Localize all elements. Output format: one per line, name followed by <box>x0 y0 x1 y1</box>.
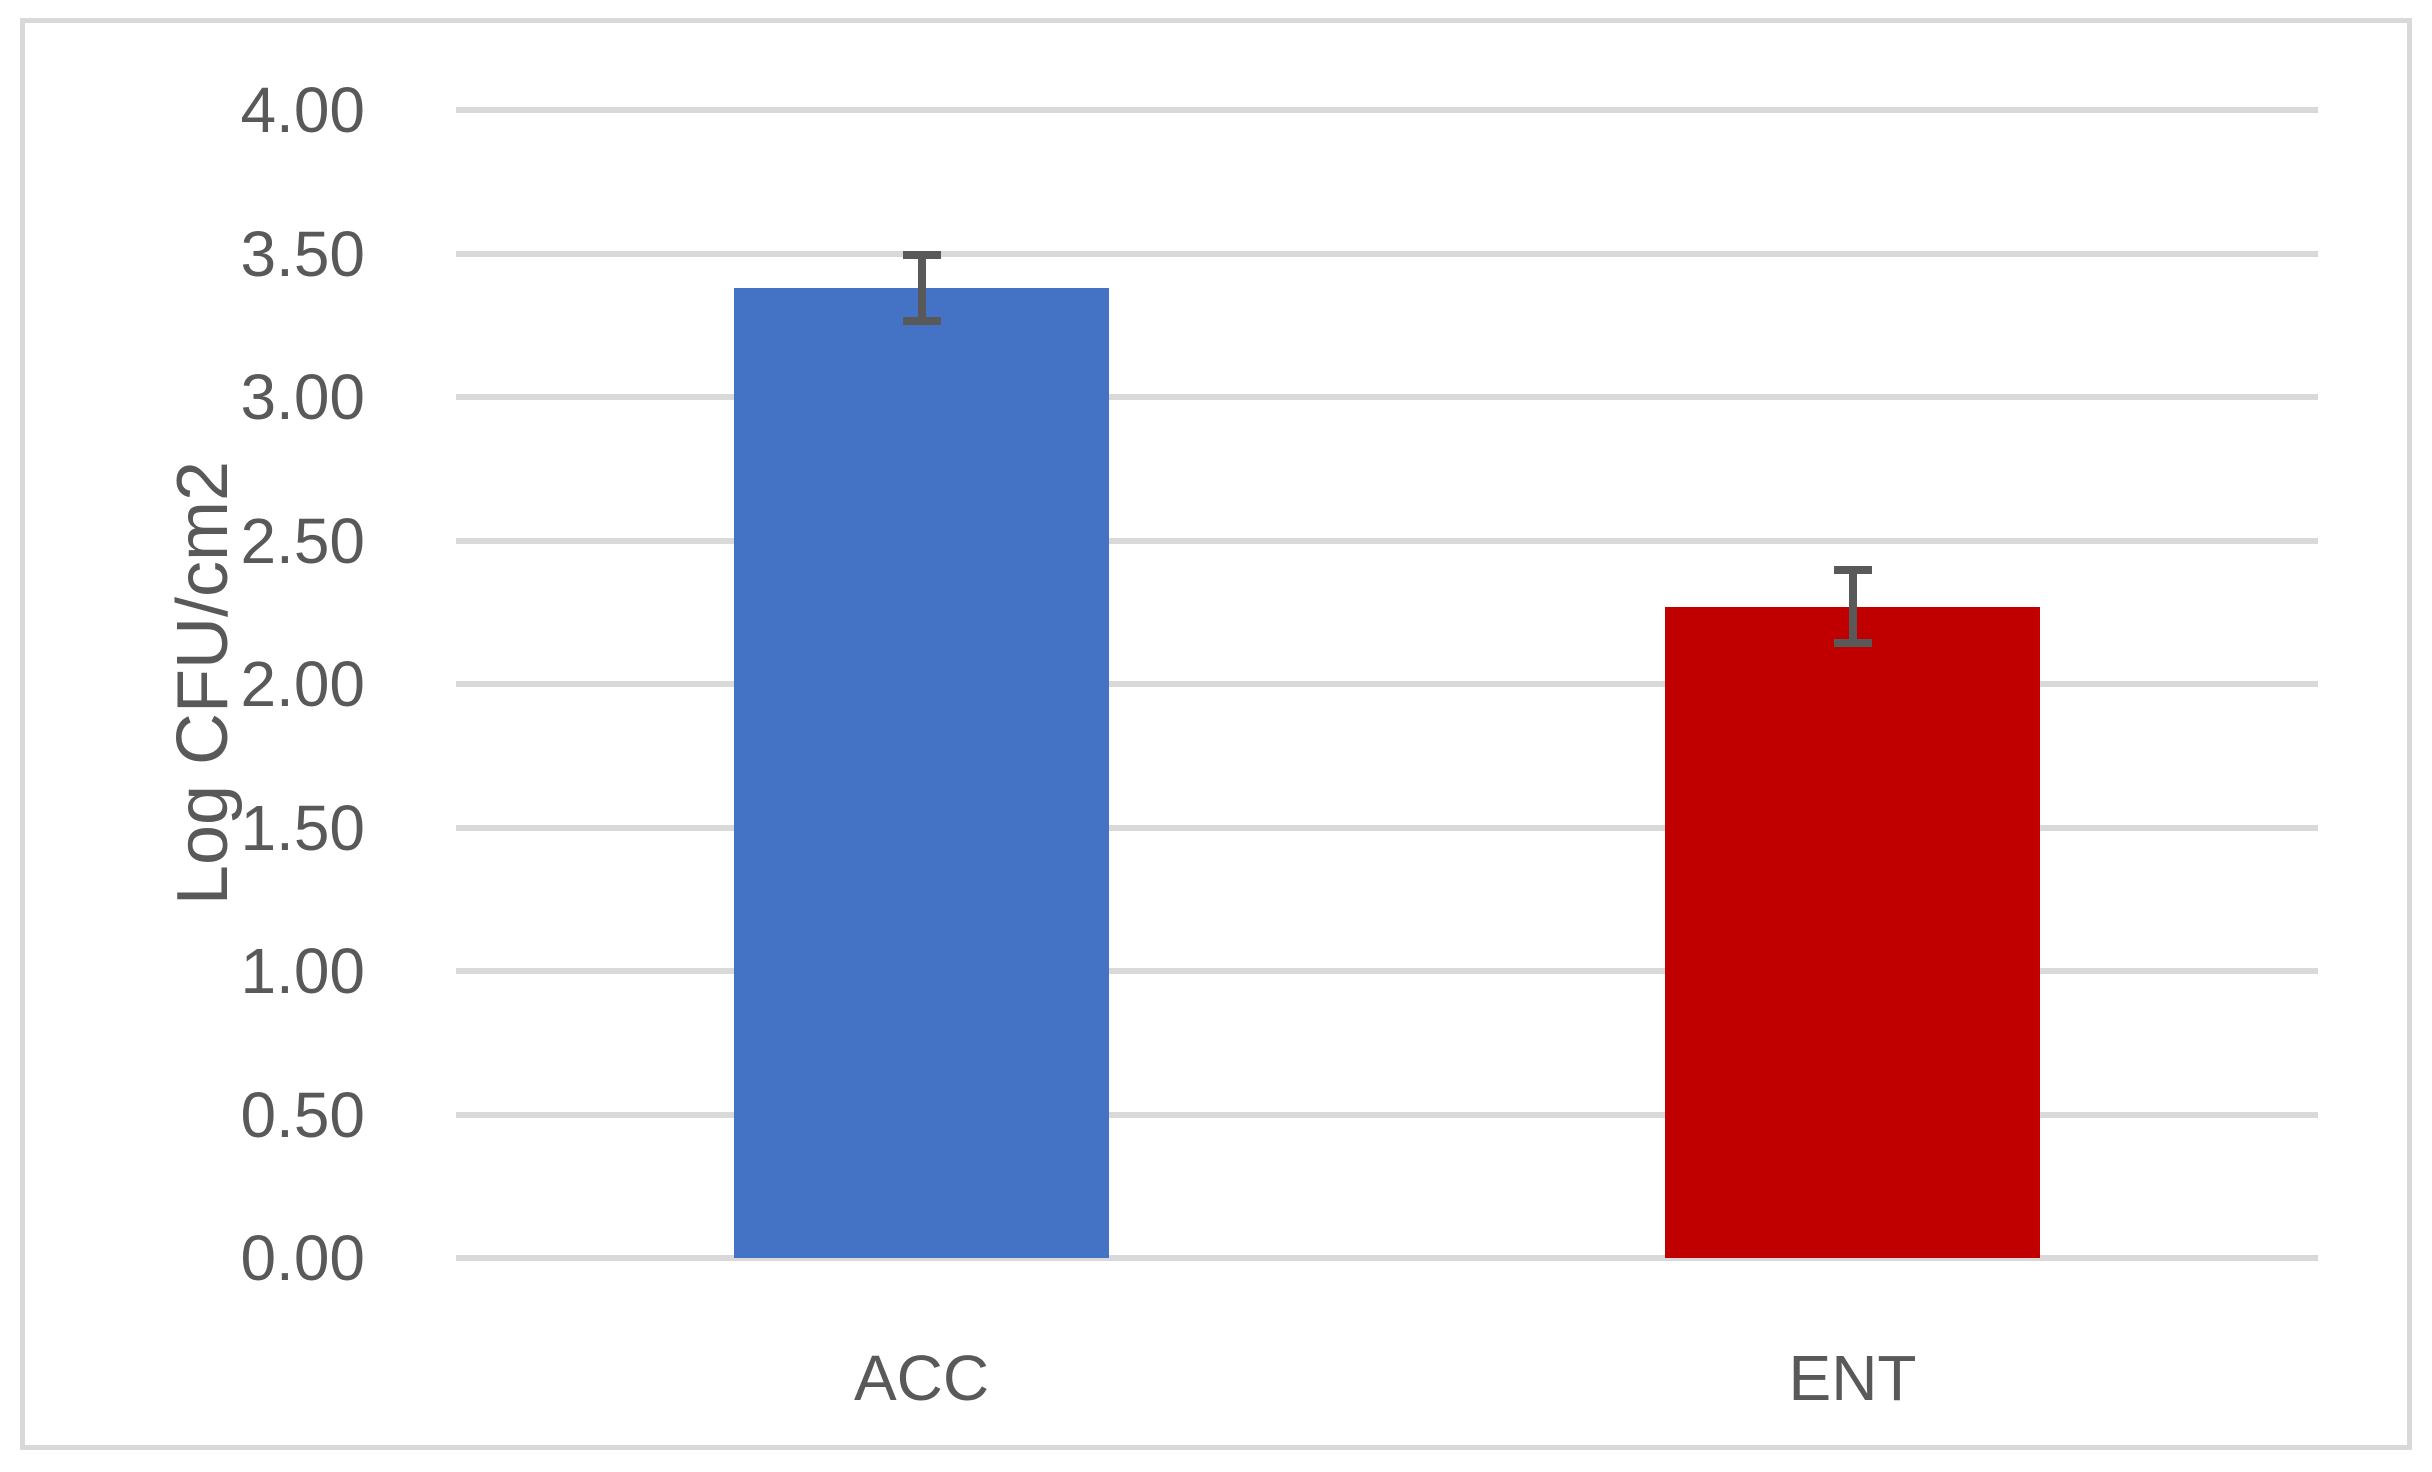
x-category-label-acc: ACC <box>853 1342 990 1414</box>
error-bar-cap-top <box>1833 566 1872 575</box>
y-gridline <box>456 1111 2318 1118</box>
y-gridline <box>456 394 2318 400</box>
error-bar-cap-bottom <box>902 317 941 326</box>
y-tick-label: 2.00 <box>240 648 365 720</box>
y-axis-title: Log CFU/cm2 <box>163 460 243 906</box>
y-tick-label: 2.50 <box>240 504 365 577</box>
bar-acc <box>734 287 1109 1258</box>
x-axis-line <box>456 1255 2318 1261</box>
y-gridline <box>456 107 2318 113</box>
y-tick-label: 4.00 <box>240 74 365 146</box>
error-bar-ent <box>1848 566 1857 647</box>
y-gridline <box>456 968 2318 974</box>
y-gridline <box>456 537 2318 544</box>
y-gridline <box>456 681 2318 687</box>
x-category-label-ent: ENT <box>1788 1342 1917 1414</box>
y-tick-label: 1.50 <box>240 791 365 864</box>
y-tick-label: 0.50 <box>240 1078 365 1151</box>
y-tick-label: 3.50 <box>240 217 365 290</box>
y-gridline <box>456 824 2318 831</box>
error-bar-cap-top <box>902 250 941 259</box>
bar-ent <box>1665 606 2040 1258</box>
y-gridline <box>456 250 2318 257</box>
error-bar-acc <box>917 250 926 326</box>
y-tick-label: 1.00 <box>240 935 365 1007</box>
y-tick-label: 3.00 <box>240 361 365 433</box>
y-tick-label: 0.00 <box>240 1222 365 1294</box>
error-bar-cap-bottom <box>1833 638 1872 647</box>
chart-frame: Log CFU/cm2 0.00 0.50 1.00 1.50 2.00 2.50 3.00… <box>20 18 2412 1450</box>
